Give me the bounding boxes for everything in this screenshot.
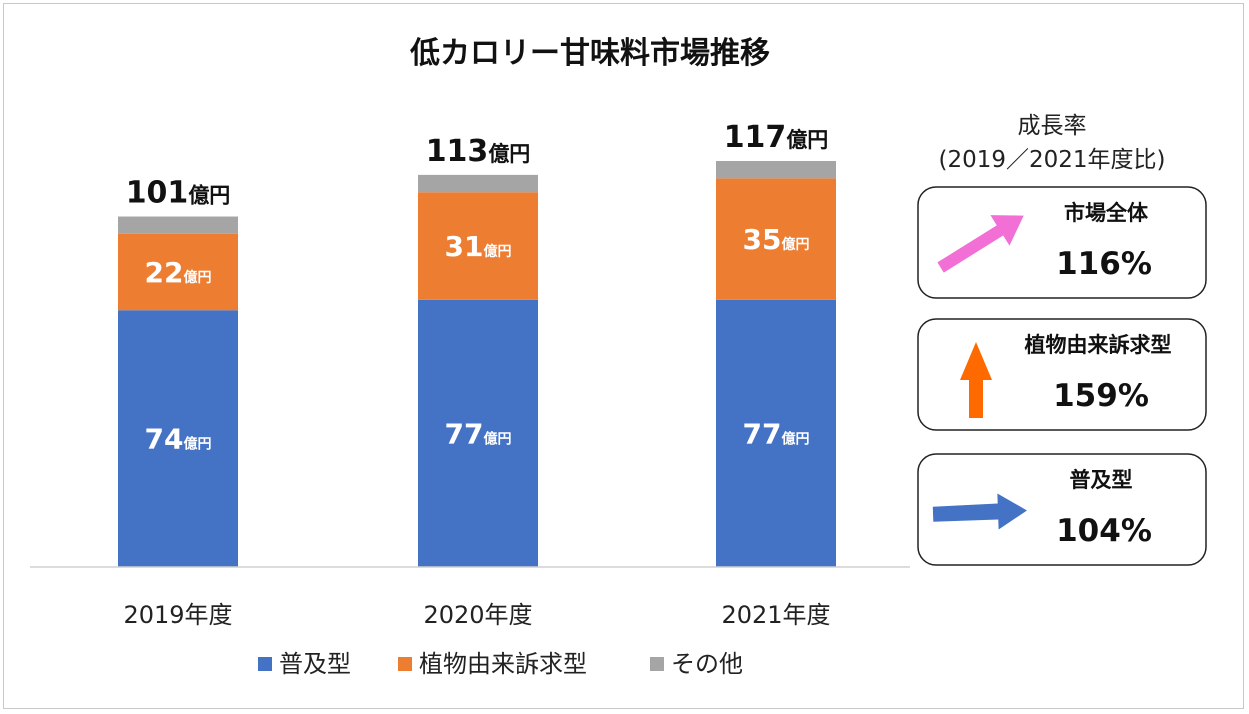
x-tick-label: 2021年度: [721, 601, 830, 629]
legend-label: その他: [671, 650, 743, 678]
bar-segment-0-1: [418, 299, 538, 567]
legend: 普及型 植物由来訴求型 その他: [258, 650, 743, 678]
segment-data-label: 77億円: [743, 417, 810, 450]
growth-card-label: 普及型: [1070, 468, 1133, 492]
growth-subheader: (2019／2021年度比): [938, 147, 1165, 173]
bar-segment-2-1: [418, 174, 538, 193]
segment-data-label: 35億円: [743, 223, 810, 256]
growth-card-label: 市場全体: [1064, 201, 1149, 225]
diagonal-up-arrow-icon: [937, 215, 1024, 273]
segment-data-label: 22億円: [145, 256, 212, 289]
total-label: 113億円: [426, 134, 531, 169]
growth-card-value: 116%: [1056, 246, 1152, 282]
right-arrow-icon: [932, 493, 1027, 530]
bar-segment-0-0: [118, 310, 238, 567]
segment-data-label: 31億円: [445, 230, 512, 263]
segment-data-label: 77億円: [445, 417, 512, 450]
bar-segment-2-0: [118, 216, 238, 234]
legend-swatch: [258, 657, 272, 671]
bar-segment-1-2: [716, 178, 836, 300]
legend-label: 植物由来訴求型: [419, 650, 587, 678]
bar-segment-1-0: [118, 233, 238, 311]
bar-segment-0-2: [716, 299, 836, 567]
legend-label: 普及型: [279, 650, 351, 678]
x-tick-label: 2019年度: [123, 601, 232, 629]
growth-card-value: 104%: [1056, 513, 1152, 549]
x-tick-label: 2020年度: [423, 601, 532, 629]
growth-card: [917, 318, 1207, 431]
growth-header: 成長率: [1018, 113, 1087, 139]
growth-card-value: 159%: [1053, 378, 1149, 414]
segment-data-label: 74億円: [145, 423, 212, 456]
bar-segment-1-1: [418, 192, 538, 300]
growth-panel: 成長率 (2019／2021年度比) 市場全体 116% 植物由来訴求型 159% 普及型 1…: [917, 113, 1207, 566]
bar-segment-2-2: [716, 161, 836, 179]
bars-group: 74億円 22億円 101億円 2019年度 77億円 31億円 113億円 2020年度 77…: [118, 120, 836, 629]
legend-swatch: [398, 657, 412, 671]
total-label: 101億円: [126, 176, 231, 211]
legend-swatch: [650, 657, 664, 671]
chart-title: 低カロリー甘味料市場推移: [409, 36, 770, 71]
total-label: 117億円: [724, 120, 829, 155]
growth-card: [917, 186, 1207, 299]
up-arrow-icon: [960, 342, 992, 418]
growth-card-label: 植物由来訴求型: [1025, 333, 1172, 357]
growth-card: [917, 453, 1207, 566]
